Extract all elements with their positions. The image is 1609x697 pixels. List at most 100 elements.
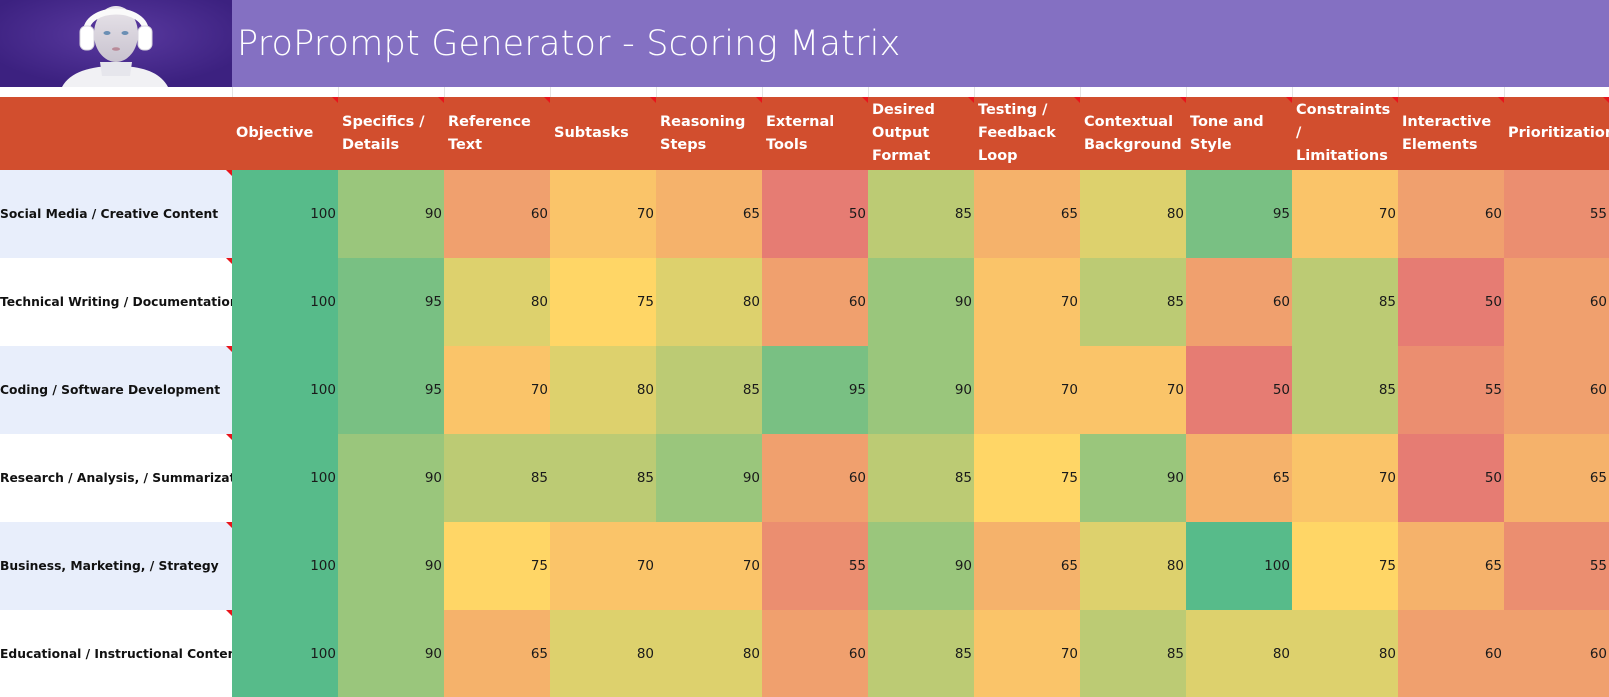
- column-header-interactive-elements[interactable]: Interactive Elements: [1398, 97, 1504, 170]
- score-cell[interactable]: 100: [232, 346, 338, 434]
- column-header-reference-text[interactable]: Reference Text: [444, 97, 550, 170]
- column-header-specifics-details[interactable]: Specifics / Details: [338, 97, 444, 170]
- row-label-research-analysis-summarization[interactable]: Research / Analysis, / Summarization: [0, 434, 232, 522]
- score-cell[interactable]: 75: [550, 258, 656, 346]
- score-cell[interactable]: 70: [1080, 346, 1186, 434]
- score-cell[interactable]: 60: [1504, 346, 1609, 434]
- comment-indicator-icon[interactable]: [968, 97, 974, 103]
- comment-indicator-icon[interactable]: [226, 170, 232, 176]
- comment-indicator-icon[interactable]: [1498, 97, 1504, 103]
- row-label-coding-software-development[interactable]: Coding / Software Development: [0, 346, 232, 434]
- score-cell[interactable]: 60: [1186, 258, 1292, 346]
- score-cell[interactable]: 100: [232, 434, 338, 522]
- score-cell[interactable]: 75: [974, 434, 1080, 522]
- score-cell[interactable]: 70: [974, 258, 1080, 346]
- score-cell[interactable]: 55: [1504, 522, 1609, 610]
- score-cell[interactable]: 85: [1080, 258, 1186, 346]
- comment-indicator-icon[interactable]: [226, 610, 232, 616]
- row-label-educational-instructional-content[interactable]: Educational / Instructional Content: [0, 610, 232, 697]
- row-label-business-marketing-strategy[interactable]: Business, Marketing, / Strategy: [0, 522, 232, 610]
- comment-indicator-icon[interactable]: [544, 97, 550, 103]
- column-header-objective[interactable]: Objective: [232, 97, 338, 170]
- score-cell[interactable]: 80: [656, 610, 762, 697]
- comment-indicator-icon[interactable]: [650, 97, 656, 103]
- score-cell[interactable]: 65: [1504, 434, 1609, 522]
- row-label-social-media-creative-content[interactable]: Social Media / Creative Content: [0, 170, 232, 258]
- score-cell[interactable]: 65: [974, 170, 1080, 258]
- score-cell[interactable]: 60: [1504, 610, 1609, 697]
- score-cell[interactable]: 55: [1504, 170, 1609, 258]
- column-header-external-tools[interactable]: External Tools: [762, 97, 868, 170]
- score-cell[interactable]: 70: [1292, 434, 1398, 522]
- score-cell[interactable]: 90: [338, 610, 444, 697]
- score-cell[interactable]: 100: [1186, 522, 1292, 610]
- score-cell[interactable]: 80: [444, 258, 550, 346]
- score-cell[interactable]: 90: [868, 258, 974, 346]
- column-header-testing-feedback-loop[interactable]: Testing / Feedback Loop: [974, 97, 1080, 170]
- score-cell[interactable]: 60: [1504, 258, 1609, 346]
- score-cell[interactable]: 85: [1292, 346, 1398, 434]
- score-cell[interactable]: 80: [656, 258, 762, 346]
- column-header-tone-and-style[interactable]: Tone and Style: [1186, 97, 1292, 170]
- score-cell[interactable]: 65: [656, 170, 762, 258]
- score-cell[interactable]: 90: [656, 434, 762, 522]
- score-cell[interactable]: 55: [1398, 346, 1504, 434]
- column-header-subtasks[interactable]: Subtasks: [550, 97, 656, 170]
- score-cell[interactable]: 70: [550, 170, 656, 258]
- comment-indicator-icon[interactable]: [332, 97, 338, 103]
- comment-indicator-icon[interactable]: [756, 97, 762, 103]
- comment-indicator-icon[interactable]: [862, 97, 868, 103]
- comment-indicator-icon[interactable]: [1603, 97, 1609, 103]
- score-cell[interactable]: 90: [338, 522, 444, 610]
- score-cell[interactable]: 65: [974, 522, 1080, 610]
- score-cell[interactable]: 70: [1292, 170, 1398, 258]
- score-cell[interactable]: 65: [1398, 522, 1504, 610]
- comment-indicator-icon[interactable]: [1074, 97, 1080, 103]
- comment-indicator-icon[interactable]: [226, 346, 232, 352]
- score-cell[interactable]: 70: [974, 610, 1080, 697]
- score-cell[interactable]: 90: [1080, 434, 1186, 522]
- column-header-contextual-background[interactable]: Contextual Background: [1080, 97, 1186, 170]
- score-cell[interactable]: 90: [868, 522, 974, 610]
- comment-indicator-icon[interactable]: [438, 97, 444, 103]
- score-cell[interactable]: 50: [1398, 434, 1504, 522]
- score-cell[interactable]: 50: [1398, 258, 1504, 346]
- score-cell[interactable]: 95: [1186, 170, 1292, 258]
- column-header-reasoning-steps[interactable]: Reasoning Steps: [656, 97, 762, 170]
- score-cell[interactable]: 70: [444, 346, 550, 434]
- score-cell[interactable]: 85: [868, 170, 974, 258]
- score-cell[interactable]: 85: [1080, 610, 1186, 697]
- comment-indicator-icon[interactable]: [226, 258, 232, 264]
- score-cell[interactable]: 80: [550, 346, 656, 434]
- column-header-prioritization[interactable]: Prioritization: [1504, 97, 1609, 170]
- comment-indicator-icon[interactable]: [1286, 97, 1292, 103]
- score-cell[interactable]: 65: [1186, 434, 1292, 522]
- score-cell[interactable]: 80: [1292, 610, 1398, 697]
- comment-indicator-icon[interactable]: [1180, 97, 1186, 103]
- comment-indicator-icon[interactable]: [226, 522, 232, 528]
- score-cell[interactable]: 90: [868, 346, 974, 434]
- score-cell[interactable]: 95: [338, 258, 444, 346]
- score-cell[interactable]: 100: [232, 522, 338, 610]
- score-cell[interactable]: 75: [1292, 522, 1398, 610]
- score-cell[interactable]: 55: [762, 522, 868, 610]
- score-cell[interactable]: 85: [868, 610, 974, 697]
- score-cell[interactable]: 100: [232, 170, 338, 258]
- score-cell[interactable]: 65: [444, 610, 550, 697]
- column-header-desired-output-format[interactable]: Desired Output Format: [868, 97, 974, 170]
- score-cell[interactable]: 60: [1398, 170, 1504, 258]
- score-cell[interactable]: 100: [232, 610, 338, 697]
- row-label-technical-writing-documentation[interactable]: Technical Writing / Documentation: [0, 258, 232, 346]
- score-cell[interactable]: 80: [1080, 170, 1186, 258]
- column-header-constraints-limitations[interactable]: Constraints / Limitations: [1292, 97, 1398, 170]
- score-cell[interactable]: 80: [1080, 522, 1186, 610]
- score-cell[interactable]: 85: [444, 434, 550, 522]
- score-cell[interactable]: 85: [656, 346, 762, 434]
- score-cell[interactable]: 85: [1292, 258, 1398, 346]
- score-cell[interactable]: 95: [762, 346, 868, 434]
- score-cell[interactable]: 75: [444, 522, 550, 610]
- score-cell[interactable]: 85: [868, 434, 974, 522]
- score-cell[interactable]: 60: [1398, 610, 1504, 697]
- score-cell[interactable]: 80: [1186, 610, 1292, 697]
- score-cell[interactable]: 100: [232, 258, 338, 346]
